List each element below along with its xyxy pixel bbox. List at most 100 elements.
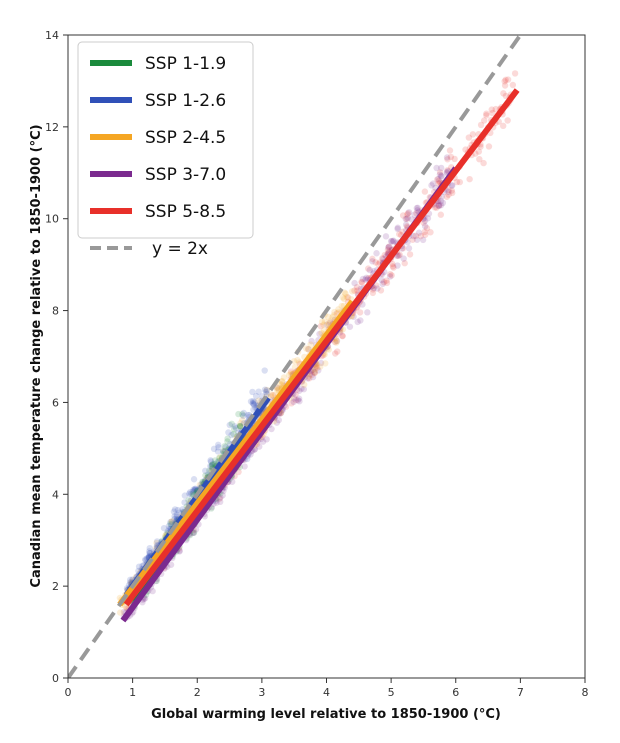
scatter-point — [190, 487, 198, 494]
scatter-point — [256, 443, 263, 450]
y-axis-label: Canadian mean temperature change relativ… — [29, 124, 44, 587]
scatter-point — [273, 419, 281, 426]
scatter-point — [263, 387, 270, 394]
scatter-point — [446, 147, 454, 154]
scatter-point — [394, 225, 401, 233]
x-axis: 0 1 2 3 4 5 6 7 8 — [65, 678, 589, 699]
scatter-point — [359, 301, 366, 308]
scatter-point — [146, 544, 153, 552]
scatter-point — [226, 421, 233, 429]
scatter-point — [320, 321, 327, 328]
scatter-point — [402, 221, 410, 228]
scatter-point — [294, 396, 302, 404]
scatter-point — [308, 337, 315, 345]
scatter-point — [228, 420, 235, 428]
scatter-point — [481, 117, 488, 124]
x-tick-label: 6 — [452, 686, 459, 699]
scatter-point — [356, 309, 364, 316]
scatter-point — [311, 369, 318, 376]
y-tick-label: 14 — [45, 29, 59, 42]
scatter-point — [240, 412, 247, 420]
x-axis-label: Global warming level relative to 1850-19… — [151, 707, 501, 722]
series-line — [123, 88, 520, 607]
scatter-point — [436, 169, 444, 176]
scatter-point — [374, 285, 381, 292]
scatter-point — [187, 491, 195, 498]
scatter-point — [373, 282, 380, 289]
legend-label: SSP 5-8.5 — [145, 202, 226, 222]
scatter-point — [502, 76, 509, 84]
scatter-point — [402, 215, 409, 223]
scatter-point — [249, 399, 257, 407]
scatter-point — [363, 274, 370, 282]
scatter-point — [295, 395, 303, 402]
scatter-point — [190, 476, 198, 483]
scatter-point — [171, 513, 178, 520]
scatter-point — [501, 78, 508, 85]
scatter-point — [511, 70, 519, 77]
scatter-point — [342, 290, 349, 297]
scatter-point — [389, 263, 397, 270]
scatter-point — [116, 609, 124, 616]
scatter-point — [237, 422, 244, 430]
x-tick-label: 0 — [65, 686, 72, 699]
scatter-point — [231, 423, 238, 430]
y-tick-label: 6 — [52, 396, 59, 409]
scatter-point — [373, 250, 380, 257]
scatter-point — [358, 279, 366, 286]
legend-box — [77, 41, 254, 239]
scatter-point — [216, 495, 223, 502]
scatter-point — [410, 232, 417, 240]
scatter-point — [149, 587, 156, 595]
scatter-point — [153, 539, 160, 547]
scatter-point — [344, 294, 352, 301]
scatter-point — [419, 236, 427, 244]
scatter-point — [335, 306, 342, 313]
scatter-point — [351, 279, 358, 287]
scatter-point — [448, 182, 455, 189]
scatter-point — [300, 386, 308, 393]
scatter-point — [431, 204, 439, 211]
scatter-point — [313, 364, 321, 371]
scatter-point — [240, 409, 247, 417]
scatter-point — [160, 524, 168, 532]
scatter-point — [261, 386, 269, 393]
scatter-point — [305, 346, 312, 353]
scatter-point — [509, 81, 517, 89]
scatter-point — [449, 182, 456, 189]
scatter-point — [215, 444, 222, 451]
scatter-point — [405, 209, 413, 216]
scatter-point — [340, 295, 348, 303]
scatter-point — [415, 229, 423, 236]
scatter-point — [354, 287, 361, 294]
scatter-point — [388, 272, 395, 279]
scatter-point — [202, 467, 209, 474]
y-tick-label: 0 — [52, 672, 59, 685]
series-line — [117, 299, 355, 607]
scatter-point — [412, 232, 419, 240]
scatter-point — [424, 215, 432, 222]
scatter-point — [224, 435, 231, 442]
scatter-point — [413, 236, 421, 243]
scatter-point — [396, 230, 403, 238]
scatter-point — [429, 180, 437, 187]
scatter-point — [241, 463, 248, 470]
scatter-point — [165, 522, 173, 530]
scatter-point — [308, 371, 316, 379]
scatter-point — [435, 202, 443, 209]
scatter-point — [443, 193, 451, 200]
scatter-point — [181, 492, 189, 499]
scatter-point — [311, 366, 319, 373]
scatter-point — [208, 463, 215, 470]
scatter-point — [135, 563, 143, 570]
scatter-point — [225, 429, 232, 436]
scatter-point — [318, 318, 326, 326]
scatter-point — [311, 369, 318, 377]
scatter-point — [369, 255, 376, 263]
scatter-point — [278, 378, 286, 385]
scatter-point — [385, 244, 392, 251]
scatter-point — [421, 217, 429, 224]
scatter-point — [384, 246, 392, 254]
scatter-point — [477, 121, 485, 129]
scatter-point — [437, 211, 445, 218]
